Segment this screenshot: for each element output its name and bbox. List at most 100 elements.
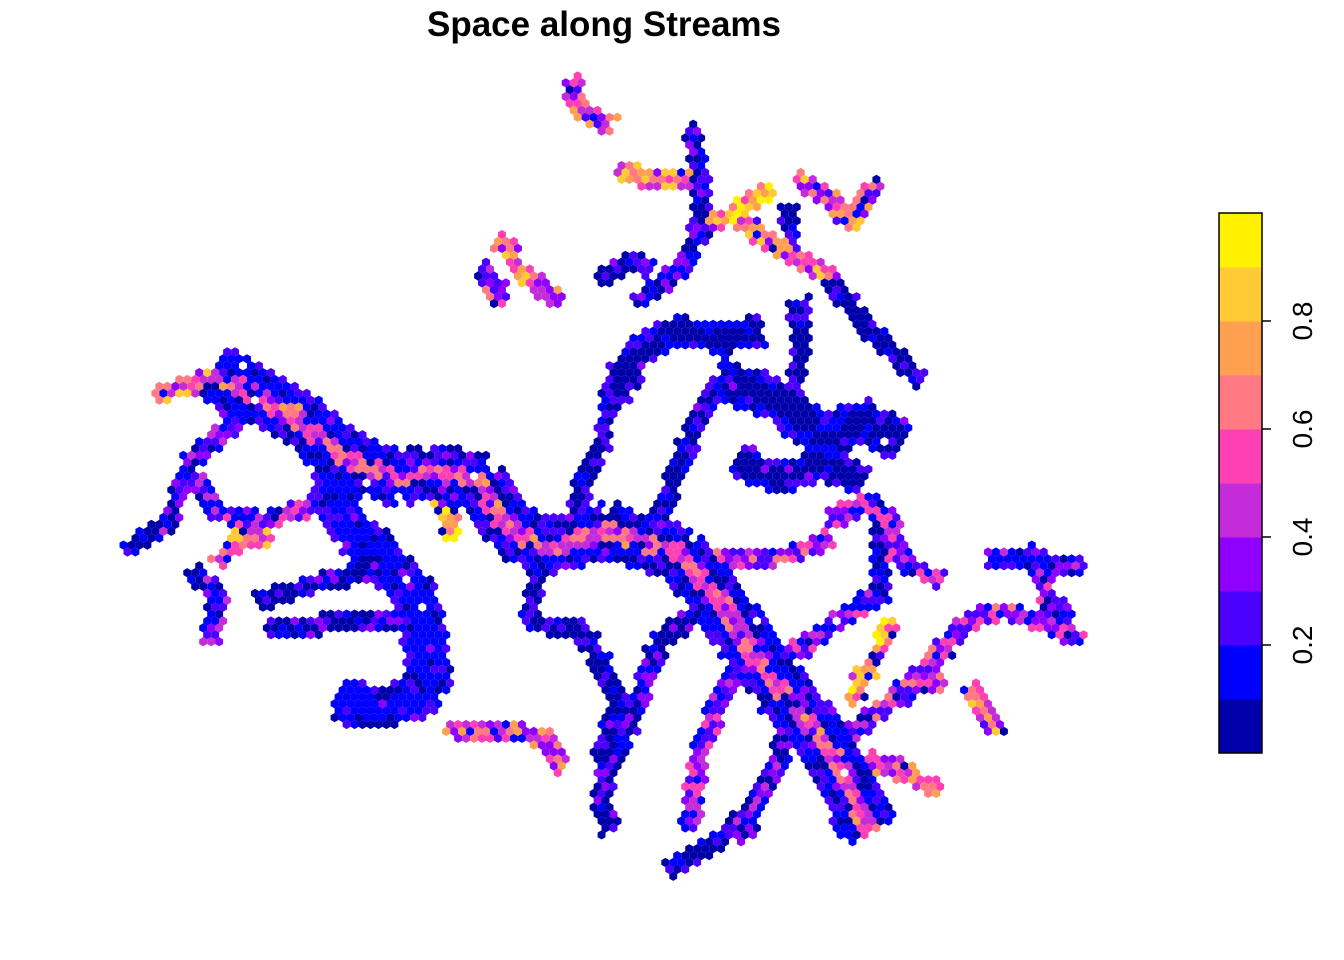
hex-cell bbox=[768, 243, 777, 253]
hex-cell bbox=[721, 823, 729, 833]
hex-cell bbox=[729, 464, 737, 474]
hex-cell bbox=[812, 733, 821, 743]
hex-cell bbox=[880, 616, 889, 626]
hex-cell bbox=[235, 395, 243, 405]
hex-cell bbox=[282, 395, 291, 405]
hex-cell bbox=[752, 216, 761, 226]
hex-cell bbox=[402, 492, 411, 502]
hex-cell bbox=[585, 630, 594, 640]
hex-cell bbox=[593, 533, 602, 543]
hex-cell bbox=[697, 230, 706, 240]
hex-cell bbox=[824, 423, 833, 433]
hex-cell bbox=[661, 471, 670, 481]
hex-cell bbox=[737, 616, 745, 626]
hex-cell bbox=[888, 354, 897, 364]
legend-swatch bbox=[1219, 591, 1262, 646]
hex-cell bbox=[414, 485, 423, 495]
hex-cell bbox=[776, 657, 785, 667]
hex-cell bbox=[860, 692, 869, 702]
hex-cell bbox=[657, 506, 666, 516]
hex-cell bbox=[745, 188, 753, 198]
hex-cell bbox=[641, 299, 650, 309]
hex-cell bbox=[581, 499, 590, 509]
hex-cell bbox=[812, 637, 821, 647]
hex-cell bbox=[701, 209, 710, 219]
hex-cell bbox=[306, 506, 315, 516]
hex-cell bbox=[804, 443, 813, 454]
hex-cell bbox=[653, 637, 662, 647]
hex-cell bbox=[800, 713, 809, 723]
hex-cell bbox=[426, 588, 435, 598]
hex-cell bbox=[203, 630, 212, 640]
hex-cell bbox=[888, 506, 897, 516]
hex-cell bbox=[199, 485, 208, 495]
hex-cell bbox=[780, 236, 789, 247]
hex-cell bbox=[856, 823, 865, 833]
hex-cell bbox=[689, 119, 698, 129]
hex-cell bbox=[709, 733, 718, 743]
hex-cell bbox=[581, 554, 590, 564]
hex-cell bbox=[613, 388, 622, 398]
hex-cell bbox=[693, 167, 702, 178]
hex-cell bbox=[844, 430, 853, 440]
hex-cell bbox=[298, 450, 307, 460]
hex-cell bbox=[251, 368, 259, 378]
hex-cell bbox=[713, 713, 722, 723]
hex-cell bbox=[330, 423, 339, 433]
hex-cell bbox=[729, 630, 737, 640]
hex-cell bbox=[721, 561, 729, 571]
hex-cell bbox=[426, 575, 435, 585]
hex-cell bbox=[406, 443, 415, 454]
hex-cell bbox=[884, 581, 893, 592]
hex-cell bbox=[760, 782, 769, 792]
hex-cell bbox=[386, 492, 395, 502]
hex-cell bbox=[306, 437, 315, 447]
hex-cell bbox=[816, 699, 825, 709]
hex-cell bbox=[613, 816, 622, 826]
hex-cell bbox=[689, 602, 698, 612]
hex-cell bbox=[685, 581, 694, 592]
hex-cell bbox=[693, 223, 702, 233]
hex-cell bbox=[820, 430, 829, 440]
hex-cell bbox=[446, 499, 455, 509]
hex-cell bbox=[808, 699, 817, 709]
hex-cell bbox=[832, 271, 841, 281]
hex-cell bbox=[274, 423, 283, 433]
hex-cell bbox=[760, 409, 769, 419]
hex-cell bbox=[211, 602, 220, 612]
hex-cell bbox=[179, 478, 188, 488]
hex-cell bbox=[251, 381, 259, 391]
hex-cell bbox=[541, 554, 550, 564]
hex-cell bbox=[207, 554, 216, 564]
hex-cell bbox=[330, 519, 339, 529]
hex-cell bbox=[366, 706, 375, 716]
hex-cell bbox=[653, 167, 662, 178]
hex-cell bbox=[605, 512, 614, 523]
hex-cell bbox=[498, 478, 506, 488]
hex-cell bbox=[175, 388, 184, 398]
hex-cell bbox=[278, 374, 287, 385]
hex-cell bbox=[505, 506, 514, 516]
hex-cell bbox=[498, 726, 506, 736]
hex-cell bbox=[900, 568, 909, 578]
hex-cell bbox=[828, 443, 837, 454]
hex-cell bbox=[1075, 554, 1084, 564]
hex-cell bbox=[924, 664, 933, 674]
hex-cell bbox=[255, 526, 263, 536]
hex-cell bbox=[334, 609, 343, 619]
hex-cell bbox=[398, 554, 407, 564]
hex-cell bbox=[370, 575, 379, 585]
hex-cell bbox=[633, 161, 642, 171]
hex-cell bbox=[888, 768, 897, 778]
hex-cell bbox=[844, 457, 853, 467]
hex-cell bbox=[800, 547, 809, 557]
hex-cell bbox=[470, 457, 478, 467]
hex-cell bbox=[844, 733, 853, 743]
hex-cell bbox=[398, 568, 407, 578]
hex-cell bbox=[382, 623, 391, 633]
hex-cell bbox=[717, 319, 725, 329]
hex-cell bbox=[458, 450, 467, 460]
hex-cell bbox=[262, 416, 271, 426]
hex-cell bbox=[641, 533, 650, 543]
hex-cell bbox=[438, 609, 447, 619]
